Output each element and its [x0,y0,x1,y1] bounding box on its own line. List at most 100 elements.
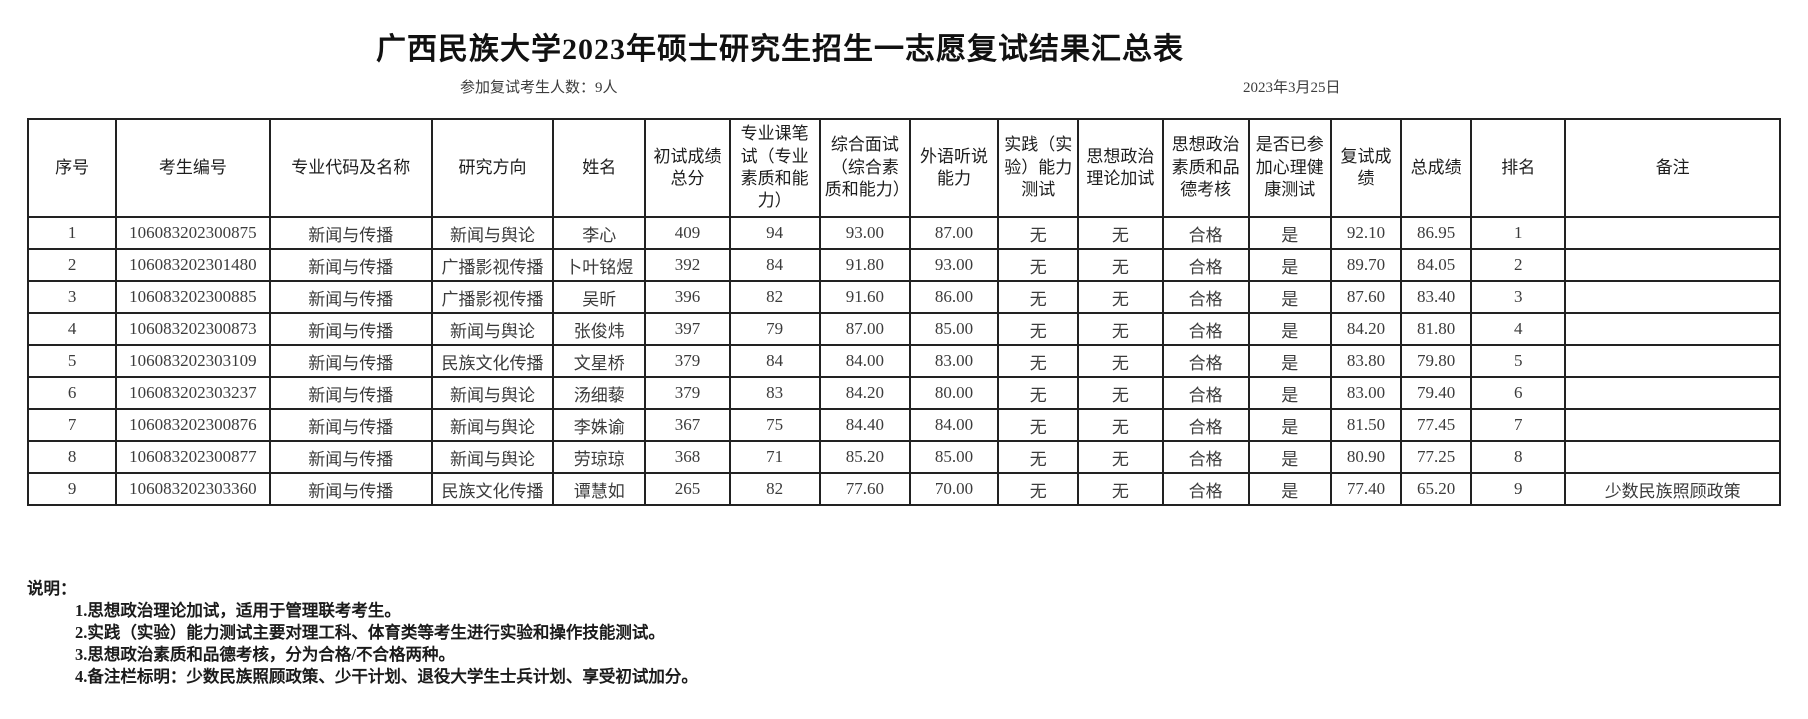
column-header: 专业课笔试（专业素质和能力） [728,118,821,218]
table-cell: 87.60 [1329,280,1403,314]
column-header: 思想政治理论加试 [1077,118,1164,218]
table-cell: 民族文化传播 [430,472,555,506]
table-cell: 87.00 [818,312,911,346]
table-cell: 84 [728,248,821,282]
table-cell: 文星桥 [552,344,647,378]
table-cell: 84.00 [908,408,1000,442]
table-cell: 106083202300875 [115,216,271,250]
table-cell: 新闻与传播 [268,472,433,506]
table-cell: 劳琼琼 [552,440,647,474]
table-cell: 合格 [1161,408,1250,442]
table-cell: 民族文化传播 [430,344,555,378]
table-cell: 70.00 [908,472,1000,506]
table-cell: 106083202301480 [115,248,271,282]
table-row: 4 106083202300873 新闻与传播 新闻与舆论 张俊炜 397 79 87.00 8… [26,312,1781,346]
table-cell: 卜叶铭煜 [552,248,647,282]
table-cell: 是 [1247,312,1332,346]
table-cell: 80.90 [1329,440,1403,474]
table-cell: 7 [26,408,118,442]
table-cell: 无 [997,248,1080,282]
column-header: 姓名 [552,118,647,218]
table-cell: 无 [997,408,1080,442]
table-cell: 65.20 [1400,472,1473,506]
page-title: 广西民族大学2023年硕士研究生招生一志愿复试结果汇总表 [376,33,1184,66]
table-cell: 是 [1247,344,1332,378]
table-cell: 397 [644,312,731,346]
table-cell: 新闻与舆论 [430,440,555,474]
column-header: 研究方向 [430,118,555,218]
table-cell: 无 [1077,344,1164,378]
table-cell: 89.70 [1329,248,1403,282]
table-cell: 392 [644,248,731,282]
table-cell: 无 [997,472,1080,506]
table-cell: 谭慧如 [552,472,647,506]
note-item: 1.思想政治理论加试，适用于管理联考考生。 [75,601,401,620]
notes-list: 1.思想政治理论加试，适用于管理联考考生。 2.实践（实验）能力测试主要对理工科、… [75,600,698,688]
table-cell: 新闻与传播 [268,440,433,474]
table-cell: 265 [644,472,731,506]
column-header: 思想政治素质和品德考核 [1161,118,1250,218]
table-cell: 合格 [1161,216,1250,250]
table-cell: 379 [644,376,731,410]
table-cell: 5 [1470,344,1567,378]
table-cell: 80.00 [908,376,1000,410]
column-header: 排名 [1470,118,1567,218]
table-cell: 无 [1077,440,1164,474]
table-cell: 无 [1077,312,1164,346]
table-cell: 无 [997,216,1080,250]
table-cell: 合格 [1161,344,1250,378]
table-cell: 6 [1470,376,1567,410]
table-cell: 张俊炜 [552,312,647,346]
table-cell: 新闻与传播 [268,312,433,346]
table-cell: 79.40 [1400,376,1473,410]
table-cell: 广播影视传播 [430,280,555,314]
table-row: 2 106083202301480 新闻与传播 广播影视传播 卜叶铭煜 392 84 91.8… [26,248,1781,282]
table-cell: 77.40 [1329,472,1403,506]
results-table-head-row: 序号 考生编号 专业代码及名称 研究方向 姓名 初试成绩总分 专业课笔试（专业素质和能力）综… [26,118,1781,218]
table-cell: 91.80 [818,248,911,282]
table-cell: 是 [1247,440,1332,474]
table-row: 6 106083202303237 新闻与传播 新闻与舆论 汤细藜 379 83 84.20 8… [26,376,1781,410]
table-cell: 5 [26,344,118,378]
table-cell: 新闻与传播 [268,216,433,250]
note-item: 2.实践（实验）能力测试主要对理工科、体育类等考生进行实验和操作技能测试。 [75,623,665,642]
table-cell: 82 [728,472,821,506]
table-cell: 86.00 [908,280,1000,314]
table-cell: 6 [26,376,118,410]
table-cell: 是 [1247,216,1332,250]
table-cell [1564,312,1781,346]
table-cell: 合格 [1161,248,1250,282]
table-cell: 新闻与传播 [268,280,433,314]
column-header: 是否已参加心理健康测试 [1247,118,1332,218]
table-cell: 84 [728,344,821,378]
table-cell: 84.20 [818,376,911,410]
table-cell: 3 [26,280,118,314]
table-cell: 81.50 [1329,408,1403,442]
table-cell: 无 [997,376,1080,410]
table-cell: 83.00 [908,344,1000,378]
table-row: 9 106083202303360 新闻与传播 民族文化传播 谭慧如 265 82 77.60… [26,472,1781,506]
table-cell: 106083202300877 [115,440,271,474]
table-row: 8 106083202300877 新闻与传播 新闻与舆论 劳琼琼 368 71 85.20 8… [26,440,1781,474]
table-cell: 83.00 [1329,376,1403,410]
table-cell: 是 [1247,248,1332,282]
table-cell: 409 [644,216,731,250]
table-cell [1564,216,1781,250]
column-header: 序号 [26,118,118,218]
table-cell: 新闻与舆论 [430,376,555,410]
table-cell: 无 [997,344,1080,378]
table-cell: 79 [728,312,821,346]
column-header: 总成绩 [1400,118,1473,218]
table-cell: 新闻与传播 [268,376,433,410]
table-cell: 8 [1470,440,1567,474]
table-cell: 8 [26,440,118,474]
table-cell: 无 [1077,248,1164,282]
table-cell: 少数民族照顾政策 [1564,472,1781,506]
table-cell: 2 [1470,248,1567,282]
table-cell: 87.00 [908,216,1000,250]
table-cell: 是 [1247,376,1332,410]
table-cell: 9 [1470,472,1567,506]
table-cell: 李心 [552,216,647,250]
table-row: 7 106083202300876 新闻与传播 新闻与舆论 李姝谕 367 75 84.40 8… [26,408,1781,442]
results-table: 序号 考生编号 专业代码及名称 研究方向 姓名 初试成绩总分 专业课笔试（专业素质和能力）综… [26,118,1781,506]
